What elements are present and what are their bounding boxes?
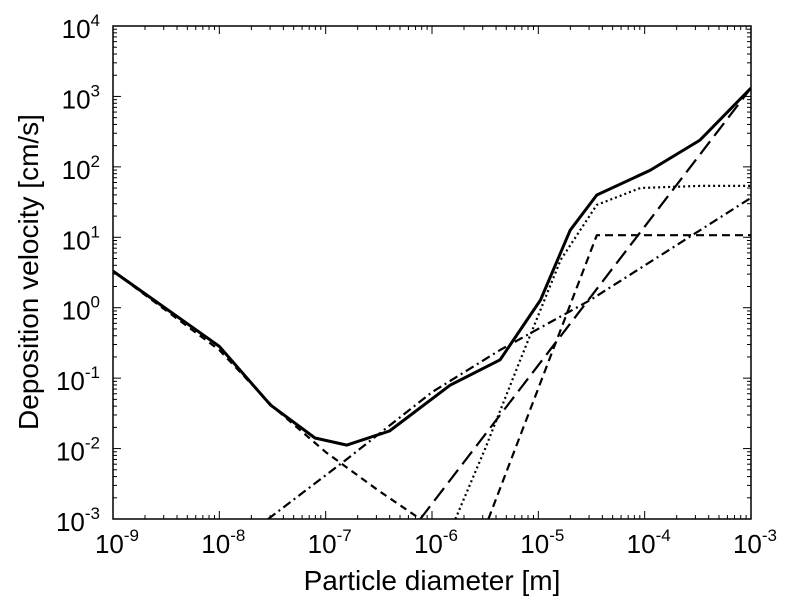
x-tick-label: 10-3 bbox=[733, 526, 777, 559]
y-tick-label: 101 bbox=[62, 222, 100, 255]
x-tick-label: 10-4 bbox=[627, 526, 671, 559]
x-tick-label: 10-5 bbox=[520, 526, 564, 559]
series-total bbox=[113, 86, 751, 447]
plot-frame bbox=[112, 25, 752, 520]
x-axis-label: Particle diameter [m] bbox=[304, 565, 561, 596]
x-tick-label: 10-7 bbox=[308, 526, 352, 559]
series-interception bbox=[267, 196, 751, 519]
series-settling bbox=[487, 234, 751, 519]
y-tick-label: 103 bbox=[62, 81, 100, 114]
curves bbox=[113, 86, 751, 519]
y-tick-label: 100 bbox=[62, 293, 100, 326]
series-large-dash bbox=[419, 87, 751, 519]
x-tick-label: 10-9 bbox=[95, 526, 139, 559]
y-tick-label: 104 bbox=[62, 11, 100, 44]
y-tick-label: 10-2 bbox=[56, 434, 100, 467]
tick-labels: 10-9 10-8 10-7 10-6 10-5 10-4 10-3 10-3 10-2 10-1… bbox=[56, 11, 777, 559]
series-brownian bbox=[113, 270, 421, 519]
x-tick-label: 10-8 bbox=[201, 526, 245, 559]
series-impaction bbox=[454, 184, 751, 519]
y-tick-label: 10-3 bbox=[56, 504, 100, 537]
y-tick-label: 102 bbox=[62, 152, 100, 185]
y-tick-label: 10-1 bbox=[56, 363, 100, 396]
y-axis-label: Deposition velocity [cm/s] bbox=[13, 114, 44, 430]
ticks bbox=[112, 25, 752, 520]
x-tick-label: 10-6 bbox=[414, 526, 458, 559]
